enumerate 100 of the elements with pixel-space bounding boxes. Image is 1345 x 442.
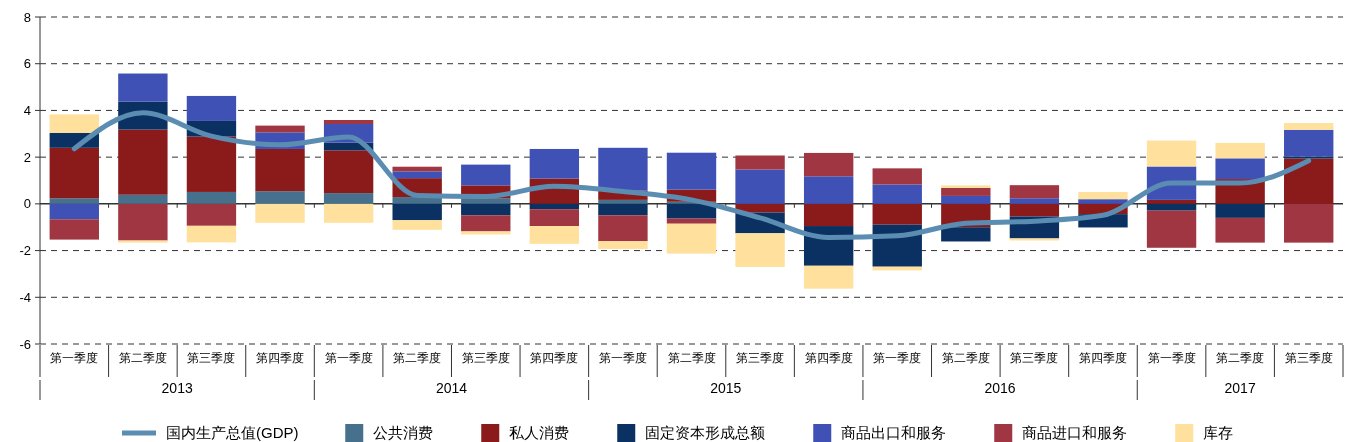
bar [461,231,511,235]
bar [803,265,854,289]
x-tick-label: 第一季度 [873,351,922,366]
bar [255,191,305,204]
bar [1078,191,1128,200]
bar [461,164,511,186]
bar [941,195,991,204]
bar [255,148,305,192]
bar [666,223,717,254]
bar [118,203,168,241]
bar [323,120,374,124]
x-tick-label: 第三季度 [1284,351,1333,366]
bar [1146,199,1197,204]
bar [1284,123,1334,130]
x-tick-label: 第二季度 [1216,351,1265,366]
bar [598,241,648,249]
x-tick-label: 第三季度 [461,351,510,366]
bar [941,185,991,188]
bar [461,203,511,216]
text: 2015 [710,379,742,396]
bar [666,203,717,219]
x-tick-label: 第二季度 [667,351,716,366]
x-tick-label: 第二季度 [118,351,167,366]
y-tick-label: -2 [19,243,31,259]
text: 2013 [161,379,193,396]
bar [255,125,305,133]
legend-label: 国内生产总值(GDP) [166,424,299,442]
bar [323,150,374,194]
x-tick-label: 第二季度 [941,351,990,366]
legend-label: 商品出口和服务 [841,424,947,442]
text: 2017 [1224,379,1256,396]
x-tick-label: 第一季度 [50,351,99,366]
bar [598,147,648,191]
bar [735,233,785,267]
bar [735,155,785,170]
y-tick-label: -6 [19,336,31,352]
y-tick-label: 4 [23,102,31,118]
bar [598,199,648,204]
bar [1146,210,1197,248]
bar [1215,142,1265,159]
x-tick-label: 第四季度 [1078,351,1127,366]
bar [1215,158,1265,180]
legend-label: 库存 [1203,424,1234,442]
legend-label: 私人消费 [509,424,570,442]
legend-label: 商品进口和服务 [1022,424,1128,442]
bar [1284,203,1334,243]
bar [1284,129,1334,157]
legend-label: 固定资本形成总额 [645,424,766,442]
bar [461,215,511,232]
bar [1215,217,1265,243]
bar [1284,156,1334,159]
bar [1009,203,1060,217]
bar [1009,185,1060,199]
bar [118,129,168,195]
bar [1284,158,1334,204]
x-tick-label: 第三季度 [736,351,785,366]
y-tick-label: 0 [23,196,31,212]
bar [186,203,237,226]
bar [186,225,237,243]
x-tick-label: 第一季度 [324,351,373,366]
bar [803,203,854,227]
bar [529,203,580,210]
bar [255,203,305,223]
bar [392,171,442,179]
x-tick-label: 第四季度 [256,351,305,366]
bar [529,226,580,244]
bar [666,218,717,224]
bar [1146,203,1197,211]
bar [941,227,991,242]
bar [666,152,717,190]
bar [392,220,442,230]
bar [1078,199,1128,204]
text: 2016 [984,379,1016,396]
bar [49,147,99,199]
bar [872,184,922,204]
bar [529,148,580,179]
x-tick-label: 第三季度 [1010,351,1059,366]
bar [1215,203,1265,218]
bar [49,219,99,240]
x-tick-label: 第四季度 [804,351,853,366]
x-tick-label: 第四季度 [530,351,579,366]
bar [392,203,442,221]
bar [186,136,237,192]
x-tick-label: 第二季度 [393,351,442,366]
bar [118,240,168,243]
bar [118,194,168,204]
bar [1009,238,1060,241]
bar [1009,198,1060,204]
bar [323,203,374,223]
bar [323,193,374,204]
bar [803,152,854,177]
bar [49,198,99,204]
bar [186,95,237,121]
y-tick-label: 6 [23,56,31,72]
bar [872,203,922,225]
bar [49,203,99,220]
bar [118,73,168,102]
bar [49,114,99,133]
bar [186,191,237,204]
bar [598,203,648,216]
